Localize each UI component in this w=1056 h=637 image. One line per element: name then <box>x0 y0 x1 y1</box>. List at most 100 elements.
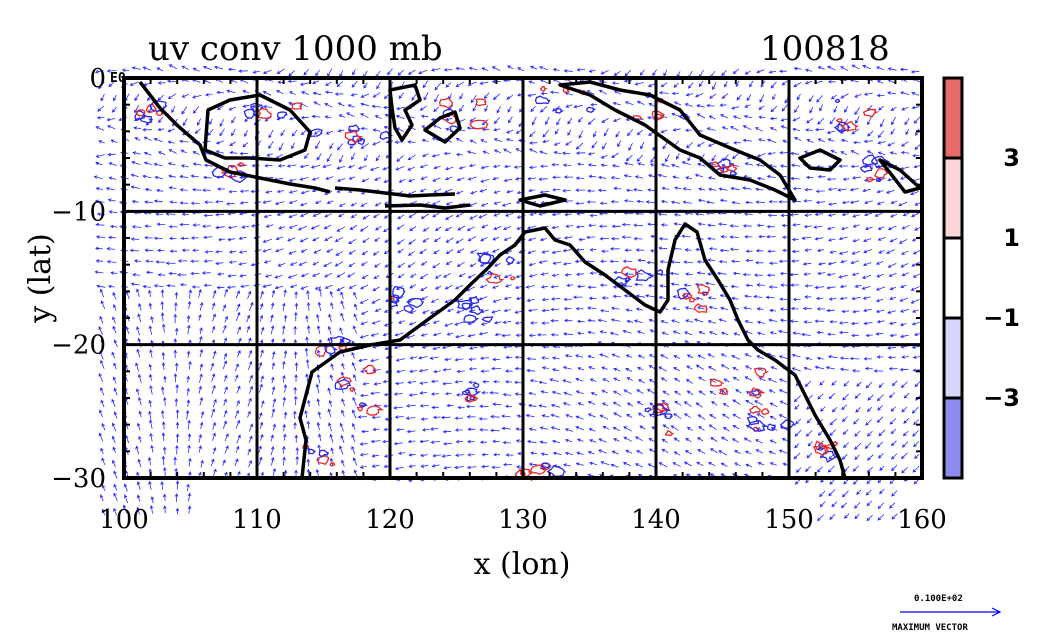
positive-contour <box>562 87 570 93</box>
positive-contour <box>135 109 146 117</box>
colorbar-band <box>942 76 964 160</box>
negative-contour <box>676 287 691 300</box>
negative-contour <box>870 155 891 169</box>
coastlines <box>138 80 922 479</box>
positive-contour <box>688 296 698 303</box>
coastline-segment <box>384 203 471 210</box>
reference-vector: 0.100E+02 MAXIMUM VECTOR <box>892 594 1002 633</box>
negative-contour <box>651 403 672 416</box>
negative-contour <box>392 285 406 299</box>
negative-contour <box>767 423 776 432</box>
negative-contour <box>481 316 494 324</box>
reference-vector-value: 0.100E+02 <box>914 594 963 604</box>
coastline-segment <box>878 158 922 194</box>
colorbar-band <box>942 236 964 320</box>
positive-contour <box>356 406 364 412</box>
positive-contour <box>314 345 328 357</box>
negative-contour <box>834 98 841 104</box>
colorbar-label: −3 <box>983 384 1020 412</box>
negative-contour <box>348 124 361 133</box>
negative-contour <box>403 305 415 314</box>
positive-contour <box>509 276 516 281</box>
negative-contour <box>817 446 824 451</box>
coastline-segment <box>798 148 842 172</box>
chart-title: uv conv 1000 mb <box>148 29 443 69</box>
negative-contour <box>555 108 565 114</box>
convergence-contours <box>134 86 891 478</box>
negative-contour <box>308 448 316 455</box>
negative-contour <box>534 95 551 105</box>
colorbar-band <box>942 396 964 480</box>
negative-contour <box>463 314 480 323</box>
positive-contour <box>620 266 639 278</box>
date-label: 100818 <box>760 29 890 69</box>
positive-contour <box>256 108 272 119</box>
positive-contour <box>874 168 891 179</box>
positive-contour <box>682 292 693 300</box>
positive-contour <box>760 408 770 416</box>
negative-contour <box>505 256 516 264</box>
x-tick-label: 130 <box>498 505 548 535</box>
axis-ticks <box>123 77 923 479</box>
negative-contour <box>472 382 480 389</box>
positive-contour <box>749 387 766 399</box>
positive-contour <box>693 303 708 314</box>
reference-vector-arrowhead <box>991 607 1002 617</box>
negative-contour <box>324 345 339 355</box>
colorbar-labels: 3 1 −1 −3 <box>983 144 1020 412</box>
positive-contour <box>469 119 489 130</box>
negative-contour <box>358 401 368 409</box>
positive-contour <box>718 387 729 395</box>
y-tick-labels: 0 −10 −20 −30 <box>51 64 106 494</box>
positive-contour <box>439 97 454 109</box>
x-tick-label: 110 <box>232 505 282 535</box>
y-axis-label: y (lat) <box>23 233 58 323</box>
positive-contour <box>145 103 157 114</box>
negative-contour <box>541 462 552 470</box>
y-tick-label: 0 <box>89 64 106 94</box>
negative-contour <box>746 416 760 426</box>
negative-contour <box>464 387 482 397</box>
negative-contour <box>342 337 352 345</box>
positive-contour <box>366 405 385 416</box>
coastline-segment <box>388 83 422 142</box>
grid-lines <box>124 78 922 478</box>
positive-contour <box>329 462 336 467</box>
negative-contour <box>585 106 597 113</box>
negative-contour <box>861 154 878 166</box>
y-tick-label: −20 <box>51 331 106 361</box>
positive-contour <box>485 273 505 284</box>
positive-contour <box>840 120 860 132</box>
positive-contour <box>718 165 729 174</box>
negative-contour <box>357 138 366 145</box>
negative-contour <box>487 270 494 275</box>
negative-contour <box>334 378 352 391</box>
y-zero-suffix: E0 <box>110 71 126 86</box>
negative-contour <box>747 420 769 432</box>
positive-contour <box>696 283 711 296</box>
negative-contour <box>277 111 288 119</box>
negative-contour <box>461 302 473 311</box>
positive-contour <box>749 405 761 414</box>
vector-field <box>93 64 922 522</box>
positive-contour <box>475 98 487 107</box>
negative-contour <box>470 305 484 316</box>
coastline-segment <box>334 186 456 198</box>
positive-contour <box>464 393 479 403</box>
positive-contour <box>362 364 377 375</box>
x-tick-label: 150 <box>764 505 814 535</box>
negative-contour <box>624 277 632 282</box>
coastline-segment <box>298 222 847 479</box>
x-tick-label: 100 <box>99 505 149 535</box>
positive-contour <box>753 367 770 378</box>
positive-contour <box>290 102 303 110</box>
colorbar <box>942 76 964 480</box>
coastline-segment <box>558 80 797 202</box>
colorbar-label: 3 <box>1003 144 1020 172</box>
positive-contour <box>316 455 330 465</box>
positive-contour <box>814 440 827 451</box>
colorbar-label: 1 <box>1003 224 1020 252</box>
negative-contour <box>836 121 851 133</box>
negative-contour <box>469 295 480 304</box>
negative-contour <box>644 407 652 413</box>
